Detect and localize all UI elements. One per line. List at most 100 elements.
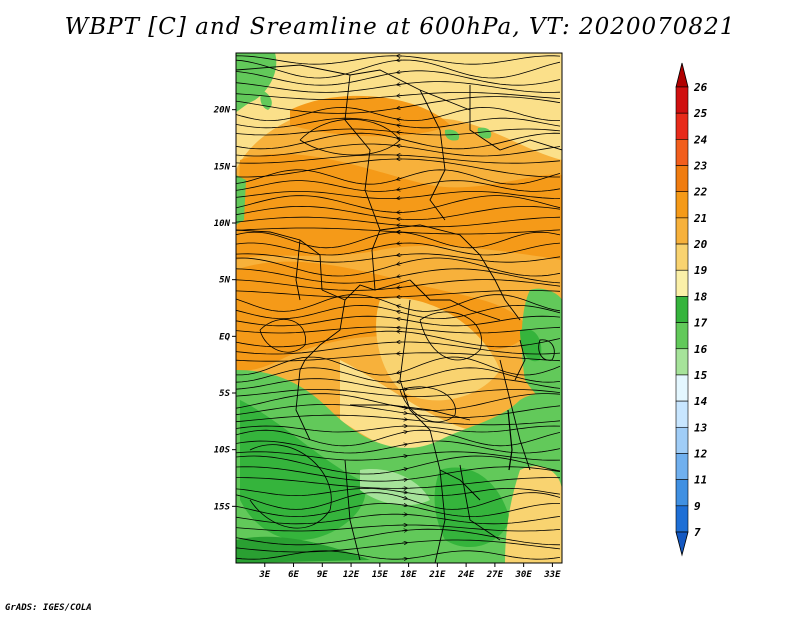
- streamline-swirl: [249, 444, 332, 529]
- streamline: [236, 403, 561, 419]
- lat-label: 5N: [219, 276, 230, 286]
- colorbar-segment: [675, 426, 689, 454]
- streamline-arrow: [397, 276, 403, 277]
- field-east-darkgreen: [520, 329, 542, 362]
- colorbar-label: 22: [693, 186, 708, 199]
- streamline-arrow: [397, 125, 403, 126]
- colorbar-label: 25: [693, 107, 708, 120]
- lon-label: 30E: [515, 570, 533, 580]
- colorbar-segment: [675, 374, 689, 402]
- colorbar-label: 16: [694, 343, 708, 356]
- streamline: [236, 455, 561, 475]
- lat-label: 20N: [213, 106, 231, 116]
- streamline-swirl: [399, 386, 456, 423]
- colorbar-bottom-arrow: [675, 531, 689, 557]
- streamline-swirl: [419, 311, 482, 361]
- streamline-arrow: [397, 255, 403, 256]
- lon-label: 3E: [258, 570, 270, 580]
- colorbar-label: 9: [694, 500, 701, 513]
- map-field: [236, 53, 562, 563]
- streamline-arrow: [401, 530, 407, 531]
- streamline-arrow: [397, 84, 403, 85]
- streamline: [236, 429, 561, 447]
- colorbar-label: 11: [694, 474, 707, 487]
- streamline-arrow: [397, 138, 403, 139]
- streamline: [236, 451, 561, 461]
- colorbar-top-arrow: [675, 62, 689, 88]
- streamline-arrow: [397, 108, 403, 109]
- lon-label: 9E: [317, 570, 328, 580]
- longitude-labels: 3E 6E 9E 12E 15E 18E 21E 24E 27E 30E 33E: [258, 563, 561, 580]
- colorbar-segment: [675, 296, 689, 323]
- colorbar-segment: [675, 479, 689, 507]
- streamline: [236, 513, 561, 525]
- colorbar-label: 7: [694, 526, 701, 539]
- colorbar-label: 23: [693, 160, 708, 173]
- streamline-arrow: [397, 263, 403, 264]
- lon-label: 21E: [428, 570, 446, 580]
- colorbar-label: 21: [693, 212, 707, 225]
- colorbar-segment: [675, 322, 689, 350]
- colorbar-label: 19: [694, 264, 708, 277]
- streamline-arrow: [401, 444, 407, 445]
- streamline-arrow: [397, 146, 403, 147]
- field-nw-green-patch: [260, 90, 272, 110]
- streamline-arrow: [397, 132, 403, 133]
- footer-credit: GrADS: IGES/COLA: [5, 603, 92, 613]
- colorbar-segment: [675, 139, 689, 166]
- streamline-arrow: [397, 119, 403, 120]
- colorbar-segment: [675, 269, 689, 297]
- streamline-arrow: [401, 407, 407, 408]
- streamline: [236, 492, 561, 510]
- field-south-lightgreen: [360, 469, 430, 506]
- field-west-green: [236, 175, 246, 225]
- streamline-arrow: [401, 413, 407, 414]
- colorbar-segment: [675, 165, 689, 193]
- colorbar-segment: [675, 217, 689, 245]
- streamline: [236, 528, 561, 546]
- streamline-arrow: [397, 178, 403, 180]
- latitude-labels: 20N 15N 10N 5N EQ 5S 10S 15S: [213, 106, 236, 512]
- streamline: [236, 414, 561, 426]
- colorbar-segment: [675, 243, 689, 271]
- colorbar-label: 20: [693, 238, 708, 251]
- map-frame: [235, 52, 563, 564]
- colorbar-segment: [675, 191, 689, 219]
- streamline: [236, 477, 561, 489]
- streamline-swirl: [259, 319, 306, 353]
- streamline-arrow: [401, 543, 407, 544]
- colorbar-segment: [675, 400, 689, 428]
- streamline: [236, 466, 561, 482]
- colorbar-label: 12: [694, 447, 708, 460]
- streamline-arrow: [401, 456, 407, 457]
- colorbar-segment: [675, 453, 689, 480]
- streamline-arrow: [397, 287, 403, 288]
- page-title: WBPT [C] and Sreamline at 600hPa, VT: 20…: [64, 14, 736, 40]
- colorbar-label: 14: [694, 395, 708, 408]
- lon-label: 24E: [457, 570, 475, 580]
- lat-label: 10S: [214, 446, 231, 456]
- streamline-arrow: [397, 319, 403, 320]
- streamline: [236, 378, 561, 390]
- lat-label: 10N: [214, 219, 231, 229]
- field-se-yellow: [505, 466, 562, 563]
- colorbar-label: 15: [694, 369, 708, 382]
- streamline-arrow: [401, 505, 407, 506]
- lon-label: 15E: [372, 570, 389, 580]
- streamline: [236, 393, 561, 411]
- streamline-arrow: [397, 306, 403, 308]
- field-north-green-patch2: [477, 127, 492, 139]
- lon-label: 33E: [543, 570, 561, 580]
- streamline: [236, 539, 561, 553]
- colorbar-label: 18: [694, 290, 708, 303]
- streamline-arrow: [401, 480, 407, 481]
- streamline-arrow: [401, 492, 407, 493]
- field-south-darkgreen: [240, 400, 366, 540]
- streamline-arrow: [397, 372, 403, 373]
- streamline-arrow: [401, 469, 407, 470]
- colorbar-label: 13: [694, 421, 708, 434]
- streamline: [236, 389, 561, 398]
- lon-label: 27E: [486, 570, 504, 580]
- lon-label: 18E: [400, 570, 417, 580]
- streamline: [236, 487, 561, 497]
